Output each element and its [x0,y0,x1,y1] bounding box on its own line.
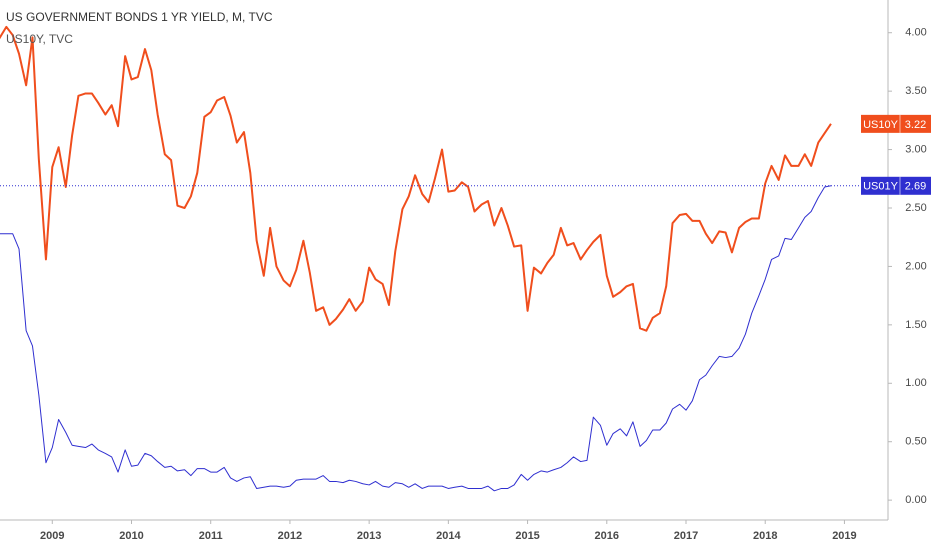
price-tag-value: 2.69 [905,181,926,193]
y-tick-label: 2.50 [905,202,926,214]
series-line [0,185,832,492]
y-tick-label: 2.00 [905,260,926,272]
y-tick-label: 3.00 [905,143,926,155]
price-tag-value: 3.22 [905,119,926,131]
price-tag-name: US10Y [863,119,899,131]
price-tag-name-bg [861,114,900,133]
price-tag-name-bg [861,176,900,195]
x-tick-label: 2010 [119,530,143,542]
x-tick-label: 2009 [40,530,64,542]
y-tick-label: 4.00 [905,27,926,39]
price-tag-value-bg [900,114,931,133]
x-tick-label: 2015 [515,530,539,542]
price-tag-name: US01Y [863,181,899,193]
x-tick-label: 2011 [199,530,223,542]
x-tick-label: 2012 [278,530,302,542]
x-tick-label: 2016 [595,530,619,542]
x-tick-label: 2014 [436,530,461,542]
x-tick-label: 2013 [357,530,381,542]
x-tick-label: 2019 [832,530,856,542]
plot-area [0,25,888,492]
y-tick-label: 1.50 [905,319,926,331]
price-tag-value-bg [900,176,931,195]
chart-title: US GOVERNMENT BONDS 1 YR YIELD, M, TVC [6,10,273,24]
y-tick-label: 0.50 [905,436,926,448]
x-tick-label: 2018 [753,530,777,542]
y-tick-label: 1.00 [905,377,926,389]
y-tick-label: 3.50 [905,85,926,97]
chart-subtitle: US10Y, TVC [6,32,73,46]
x-tick-label: 2017 [674,530,698,542]
y-tick-label: 0.00 [905,494,926,506]
series-line [0,25,832,332]
